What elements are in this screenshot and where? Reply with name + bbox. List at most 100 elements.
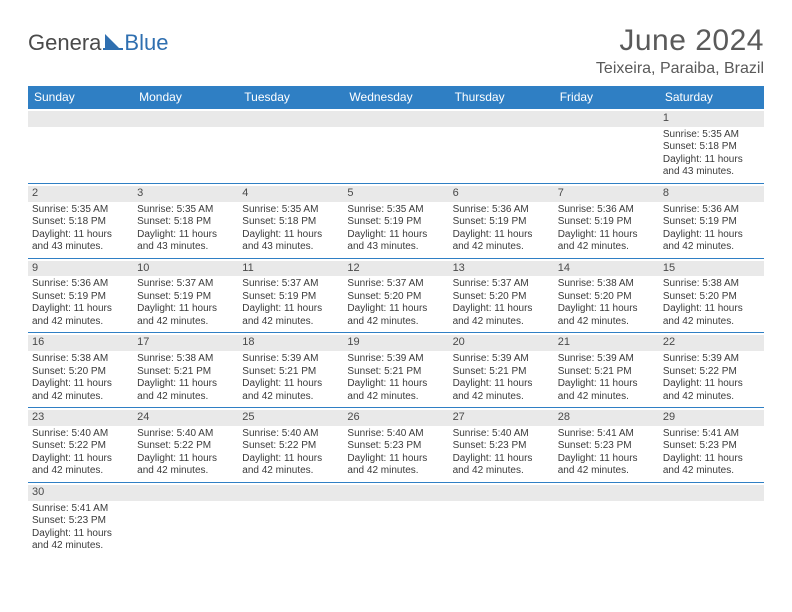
daylight-text: Daylight: 11 hours and 42 minutes. bbox=[663, 229, 760, 254]
calendar-week: 9Sunrise: 5:36 AMSunset: 5:19 PMDaylight… bbox=[28, 259, 764, 334]
sunrise-text: Sunrise: 5:40 AM bbox=[347, 428, 444, 441]
sunrise-text: Sunrise: 5:39 AM bbox=[347, 353, 444, 366]
day-number: 8 bbox=[659, 186, 764, 202]
sunset-text: Sunset: 5:18 PM bbox=[32, 216, 129, 229]
calendar-week: 1Sunrise: 5:35 AMSunset: 5:18 PMDaylight… bbox=[28, 109, 764, 184]
sunset-text: Sunset: 5:23 PM bbox=[32, 515, 129, 528]
sunrise-text: Sunrise: 5:40 AM bbox=[32, 428, 129, 441]
logo-text-part2: Blue bbox=[124, 30, 168, 56]
day-number: 11 bbox=[238, 261, 343, 277]
daylight-text: Daylight: 11 hours and 42 minutes. bbox=[32, 453, 129, 478]
sunset-text: Sunset: 5:23 PM bbox=[347, 440, 444, 453]
sunrise-text: Sunrise: 5:41 AM bbox=[32, 503, 129, 516]
sunset-text: Sunset: 5:20 PM bbox=[347, 291, 444, 304]
daylight-text: Daylight: 11 hours and 42 minutes. bbox=[558, 453, 655, 478]
calendar-cell-empty bbox=[554, 483, 659, 557]
sunset-text: Sunset: 5:19 PM bbox=[663, 216, 760, 229]
calendar-cell-empty bbox=[659, 483, 764, 557]
calendar-cell: 4Sunrise: 5:35 AMSunset: 5:18 PMDaylight… bbox=[238, 184, 343, 258]
sunrise-text: Sunrise: 5:39 AM bbox=[242, 353, 339, 366]
sunrise-text: Sunrise: 5:36 AM bbox=[453, 204, 550, 217]
calendar-cell: 29Sunrise: 5:41 AMSunset: 5:23 PMDayligh… bbox=[659, 408, 764, 482]
day-number: 7 bbox=[554, 186, 659, 202]
day-number bbox=[133, 485, 238, 501]
day-number: 26 bbox=[343, 410, 448, 426]
calendar-cell: 22Sunrise: 5:39 AMSunset: 5:22 PMDayligh… bbox=[659, 333, 764, 407]
daylight-text: Daylight: 11 hours and 42 minutes. bbox=[453, 453, 550, 478]
sunset-text: Sunset: 5:21 PM bbox=[242, 366, 339, 379]
calendar-cell: 2Sunrise: 5:35 AMSunset: 5:18 PMDaylight… bbox=[28, 184, 133, 258]
sunset-text: Sunset: 5:21 PM bbox=[347, 366, 444, 379]
calendar-cell-empty bbox=[133, 483, 238, 557]
sunrise-text: Sunrise: 5:35 AM bbox=[347, 204, 444, 217]
calendar-cell: 18 Sunrise: 5:39 AMSunset: 5:21 PMDayligh… bbox=[238, 333, 343, 407]
day-number: 6 bbox=[449, 186, 554, 202]
logo-text-part1: Genera bbox=[28, 30, 101, 56]
day-number: 12 bbox=[343, 261, 448, 277]
sunset-text: Sunset: 5:19 PM bbox=[137, 291, 234, 304]
sunset-text: Sunset: 5:22 PM bbox=[663, 366, 760, 379]
sunrise-text: Sunrise: 5:35 AM bbox=[242, 204, 339, 217]
month-title: June 2024 bbox=[596, 24, 764, 58]
calendar-cell: 11Sunrise: 5:37 AMSunset: 5:19 PMDayligh… bbox=[238, 259, 343, 333]
day-header: Wednesday bbox=[343, 86, 448, 109]
daylight-text: Daylight: 11 hours and 42 minutes. bbox=[137, 378, 234, 403]
calendar-cell: 3Sunrise: 5:35 AMSunset: 5:18 PMDaylight… bbox=[133, 184, 238, 258]
calendar-cell-empty bbox=[28, 109, 133, 183]
calendar-cell: 5Sunrise: 5:35 AMSunset: 5:19 PMDaylight… bbox=[343, 184, 448, 258]
sunset-text: Sunset: 5:20 PM bbox=[663, 291, 760, 304]
day-number: 3 bbox=[133, 186, 238, 202]
sunrise-text: Sunrise: 5:37 AM bbox=[242, 278, 339, 291]
daylight-text: Daylight: 11 hours and 42 minutes. bbox=[453, 378, 550, 403]
location-text: Teixeira, Paraiba, Brazil bbox=[596, 60, 764, 78]
day-header: Tuesday bbox=[238, 86, 343, 109]
day-number bbox=[238, 485, 343, 501]
day-number bbox=[554, 111, 659, 127]
day-number: 18 bbox=[238, 335, 343, 351]
calendar-cell: 14Sunrise: 5:38 AMSunset: 5:20 PMDayligh… bbox=[554, 259, 659, 333]
sunrise-text: Sunrise: 5:39 AM bbox=[663, 353, 760, 366]
sunset-text: Sunset: 5:23 PM bbox=[453, 440, 550, 453]
sunrise-text: Sunrise: 5:35 AM bbox=[663, 129, 760, 142]
day-header: Sunday bbox=[28, 86, 133, 109]
header-row: Genera Blue June 2024 Teixeira, Paraiba,… bbox=[28, 24, 764, 78]
daylight-text: Daylight: 11 hours and 42 minutes. bbox=[137, 453, 234, 478]
sunset-text: Sunset: 5:23 PM bbox=[558, 440, 655, 453]
calendar-week: 2Sunrise: 5:35 AMSunset: 5:18 PMDaylight… bbox=[28, 184, 764, 259]
day-number bbox=[238, 111, 343, 127]
sunrise-text: Sunrise: 5:38 AM bbox=[558, 278, 655, 291]
sunrise-text: Sunrise: 5:41 AM bbox=[663, 428, 760, 441]
sunset-text: Sunset: 5:20 PM bbox=[453, 291, 550, 304]
sunrise-text: Sunrise: 5:35 AM bbox=[32, 204, 129, 217]
daylight-text: Daylight: 11 hours and 42 minutes. bbox=[663, 453, 760, 478]
day-number bbox=[659, 485, 764, 501]
sunrise-text: Sunrise: 5:40 AM bbox=[242, 428, 339, 441]
calendar-cell-empty bbox=[449, 483, 554, 557]
daylight-text: Daylight: 11 hours and 42 minutes. bbox=[137, 303, 234, 328]
day-number: 10 bbox=[133, 261, 238, 277]
sunrise-text: Sunrise: 5:40 AM bbox=[453, 428, 550, 441]
daylight-text: Daylight: 11 hours and 42 minutes. bbox=[453, 229, 550, 254]
day-number: 20 bbox=[449, 335, 554, 351]
calendar-cell-empty bbox=[343, 483, 448, 557]
day-number: 14 bbox=[554, 261, 659, 277]
calendar-cell: 19Sunrise: 5:39 AMSunset: 5:21 PMDayligh… bbox=[343, 333, 448, 407]
logo-sail-icon bbox=[103, 32, 123, 50]
daylight-text: Daylight: 11 hours and 42 minutes. bbox=[242, 378, 339, 403]
daylight-text: Daylight: 11 hours and 42 minutes. bbox=[32, 303, 129, 328]
daylight-text: Daylight: 11 hours and 42 minutes. bbox=[32, 378, 129, 403]
sunset-text: Sunset: 5:19 PM bbox=[32, 291, 129, 304]
calendar-cell-empty bbox=[343, 109, 448, 183]
daylight-text: Daylight: 11 hours and 42 minutes. bbox=[558, 303, 655, 328]
sunrise-text: Sunrise: 5:38 AM bbox=[137, 353, 234, 366]
day-number: 16 bbox=[28, 335, 133, 351]
calendar-week: 16Sunrise: 5:38 AMSunset: 5:20 PMDayligh… bbox=[28, 333, 764, 408]
calendar-cell: 1Sunrise: 5:35 AMSunset: 5:18 PMDaylight… bbox=[659, 109, 764, 183]
daylight-text: Daylight: 11 hours and 42 minutes. bbox=[558, 229, 655, 254]
sunset-text: Sunset: 5:19 PM bbox=[242, 291, 339, 304]
calendar-cell-empty bbox=[449, 109, 554, 183]
daylight-text: Daylight: 11 hours and 42 minutes. bbox=[242, 453, 339, 478]
day-number: 21 bbox=[554, 335, 659, 351]
day-number bbox=[449, 111, 554, 127]
sunset-text: Sunset: 5:22 PM bbox=[242, 440, 339, 453]
